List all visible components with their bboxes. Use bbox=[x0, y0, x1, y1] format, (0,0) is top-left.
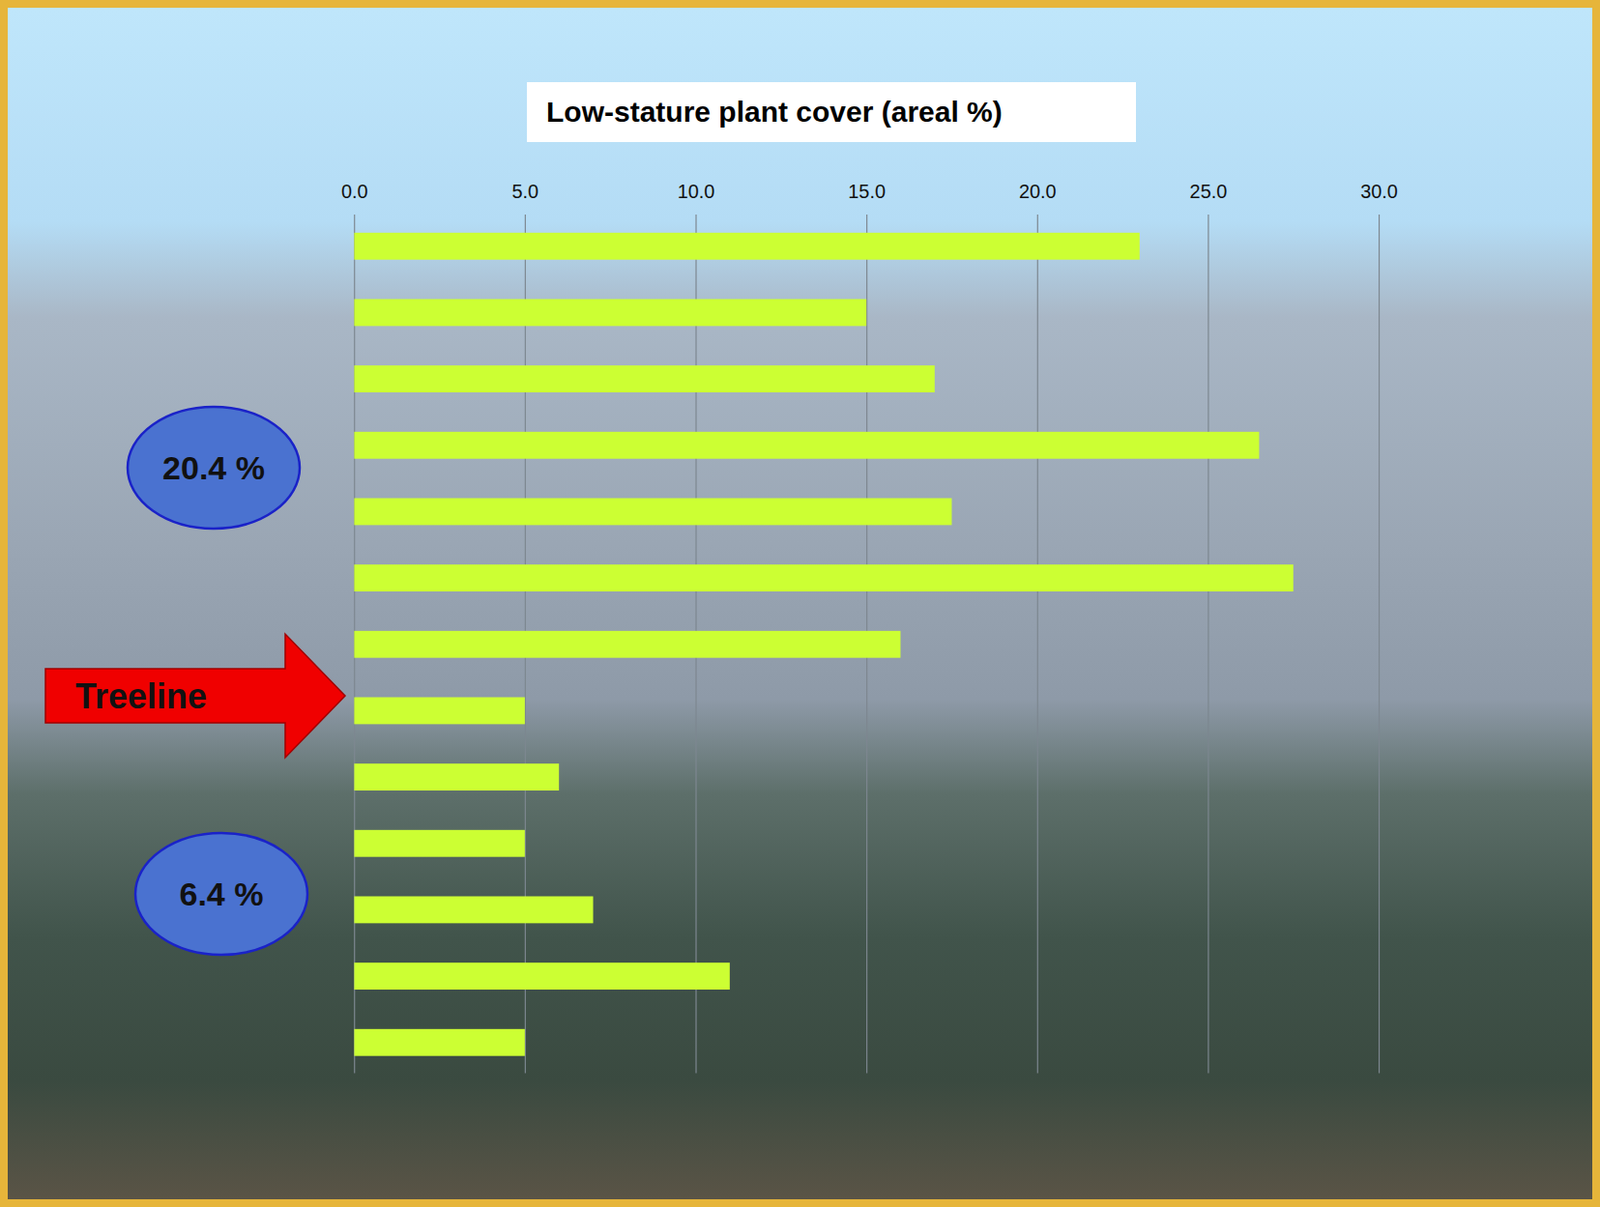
svg-text:Treeline: Treeline bbox=[75, 676, 207, 717]
svg-text:10.0: 10.0 bbox=[677, 180, 716, 203]
svg-text:15.0: 15.0 bbox=[847, 180, 886, 203]
svg-text:20.4 %: 20.4 % bbox=[162, 449, 265, 487]
svg-text:6.4 %: 6.4 % bbox=[179, 875, 264, 913]
svg-text:0.0: 0.0 bbox=[341, 180, 369, 203]
svg-text:5.0: 5.0 bbox=[512, 180, 540, 203]
html-text:Low-stature plant cover (areal: Low-stature plant cover (areal %) bbox=[546, 95, 1003, 128]
svg-text:20.0: 20.0 bbox=[1018, 180, 1057, 203]
svg-text:25.0: 25.0 bbox=[1190, 180, 1228, 203]
svg-text:30.0: 30.0 bbox=[1360, 180, 1398, 203]
